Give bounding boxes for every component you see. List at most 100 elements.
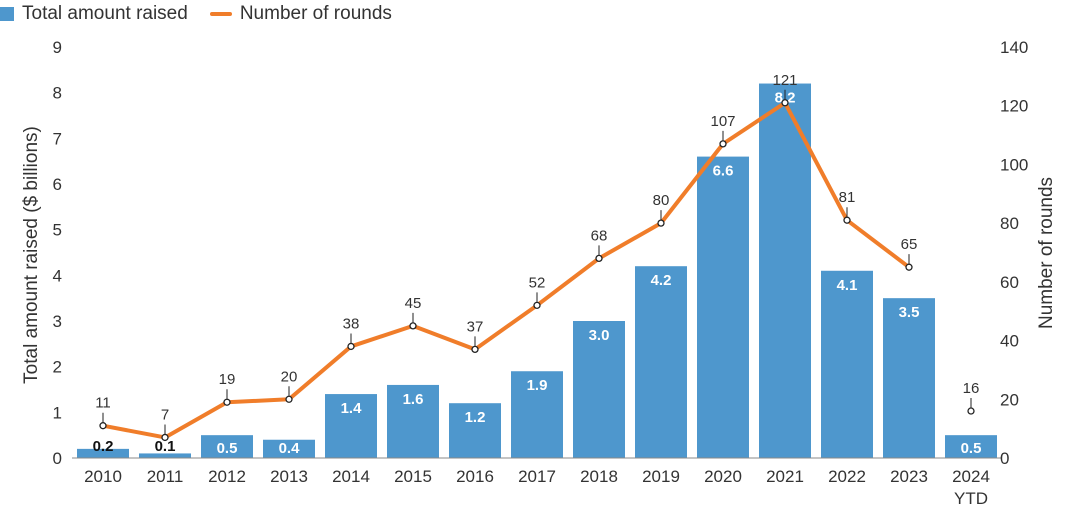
bar-value-label: 0.1 bbox=[155, 438, 176, 455]
x-tick-label: 2020 bbox=[704, 467, 742, 486]
bar-value-label: 0.5 bbox=[217, 440, 238, 457]
bar-value-label: 1.9 bbox=[527, 377, 548, 394]
bar-value-label: 3.5 bbox=[899, 304, 920, 321]
bar-value-label: 4.1 bbox=[837, 277, 858, 294]
y2-tick-label: 60 bbox=[1000, 273, 1019, 292]
y-tick-label: 8 bbox=[53, 84, 62, 103]
x-tick-label: 2024 bbox=[952, 467, 990, 486]
bar bbox=[77, 448, 129, 458]
line-point bbox=[781, 99, 789, 107]
legend: Total amount raised Number of rounds bbox=[0, 0, 414, 28]
x-tick-label: 2013 bbox=[270, 467, 308, 486]
y-tick-label: 6 bbox=[53, 175, 62, 194]
line-point bbox=[347, 342, 355, 351]
line-point bbox=[285, 395, 293, 403]
line-point bbox=[967, 407, 975, 415]
bar-value-label: 1.2 bbox=[465, 409, 486, 426]
bar bbox=[511, 371, 563, 458]
y2-tick-label: 100 bbox=[1000, 155, 1028, 174]
x-tick-label: 2022 bbox=[828, 467, 866, 486]
x-tick-label: 2014 bbox=[332, 467, 370, 486]
y2-tick-label: 140 bbox=[1000, 38, 1028, 57]
y-tick-label: 4 bbox=[53, 266, 62, 285]
legend-label-amount: Total amount raised bbox=[22, 3, 188, 24]
y2-tick-label: 80 bbox=[1000, 214, 1019, 233]
y2-tick-label: 0 bbox=[1000, 449, 1009, 468]
line-value-label: 7 bbox=[161, 406, 169, 423]
line-value-label: 20 bbox=[281, 368, 298, 385]
line-value-label: 81 bbox=[839, 189, 856, 206]
x-tick-label: 2015 bbox=[394, 467, 432, 486]
line-point bbox=[161, 433, 169, 442]
x-tick-label: 2016 bbox=[456, 467, 494, 486]
line-point bbox=[905, 263, 913, 271]
line-point bbox=[843, 216, 851, 224]
legend-swatch-amount bbox=[0, 7, 14, 21]
legend-line-rounds bbox=[209, 12, 232, 16]
legend-item-rounds: Number of rounds bbox=[209, 3, 392, 25]
line-point bbox=[657, 219, 665, 227]
line-series: 11 7 19 20 38 45 37 52 68 80 107 121 81 65 16 bbox=[95, 72, 980, 442]
bar bbox=[759, 83, 811, 459]
x-tick-label: 2023 bbox=[890, 467, 928, 486]
line-value-label: 37 bbox=[467, 318, 484, 335]
bar-value-label: 0.4 bbox=[279, 440, 301, 457]
y2-axis-title: Number of rounds bbox=[1036, 177, 1057, 329]
y-tick-label: 2 bbox=[53, 358, 62, 377]
line-value-label: 38 bbox=[343, 315, 360, 332]
bar bbox=[697, 156, 749, 458]
y-tick-label: 5 bbox=[53, 221, 62, 240]
line-value-label: 19 bbox=[219, 371, 236, 388]
line-value-label: 80 bbox=[653, 192, 670, 209]
line-point bbox=[719, 140, 727, 148]
bar bbox=[139, 453, 191, 458]
x-tick-label: 2010 bbox=[84, 467, 122, 486]
bar bbox=[201, 435, 253, 458]
x-tick-label: 2021 bbox=[766, 467, 804, 486]
line-value-label: 68 bbox=[591, 227, 608, 244]
line-value-label: 16 bbox=[963, 380, 980, 397]
bar bbox=[573, 321, 625, 458]
line-value-label: 52 bbox=[529, 274, 546, 291]
line-value-label: 11 bbox=[95, 395, 111, 412]
bar bbox=[325, 394, 377, 458]
line-point bbox=[533, 301, 541, 309]
y-tick-label: 9 bbox=[53, 38, 62, 57]
y2-tick-label: 120 bbox=[1000, 97, 1028, 116]
line-value-label: 45 bbox=[405, 295, 422, 312]
bar bbox=[263, 439, 315, 458]
y-tick-label: 7 bbox=[53, 129, 62, 148]
legend-item-amount: Total amount raised bbox=[0, 3, 188, 25]
x-tick-label: 2017 bbox=[518, 467, 556, 486]
y-tick-label: 3 bbox=[53, 312, 62, 331]
bar-value-label: 0.5 bbox=[961, 440, 982, 457]
line-value-label: 107 bbox=[710, 113, 735, 130]
y2-tick-label: 40 bbox=[1000, 332, 1019, 351]
bar bbox=[449, 403, 501, 458]
bar-value-label: 0.2 bbox=[93, 438, 114, 455]
x-tick-label: 2012 bbox=[208, 467, 246, 486]
bar-series bbox=[77, 83, 997, 459]
line-point bbox=[99, 422, 107, 430]
x-tick-label: 2011 bbox=[147, 467, 184, 486]
line-point bbox=[595, 254, 603, 263]
bar-value-label: 1.6 bbox=[403, 391, 424, 408]
x-tick-sublabel: YTD bbox=[954, 489, 988, 508]
rounds-line bbox=[102, 100, 911, 440]
bar-value-label: 1.4 bbox=[341, 400, 363, 417]
bar-value-label: 4.2 bbox=[651, 272, 672, 289]
y2-tick-label: 20 bbox=[1000, 390, 1019, 409]
bar bbox=[635, 266, 687, 458]
x-tick-label: 2019 bbox=[642, 467, 680, 486]
y-tick-label: 0 bbox=[53, 449, 62, 468]
bar-value-label: 6.6 bbox=[713, 163, 734, 180]
y-axis-title: Total amount raised ($ billions) bbox=[21, 126, 42, 384]
y-tick-label: 1 bbox=[53, 403, 62, 422]
bar-value-label: 3.0 bbox=[589, 327, 610, 344]
bar bbox=[883, 298, 935, 458]
line-point bbox=[409, 322, 417, 330]
bar bbox=[821, 270, 873, 458]
line-point bbox=[471, 345, 479, 354]
